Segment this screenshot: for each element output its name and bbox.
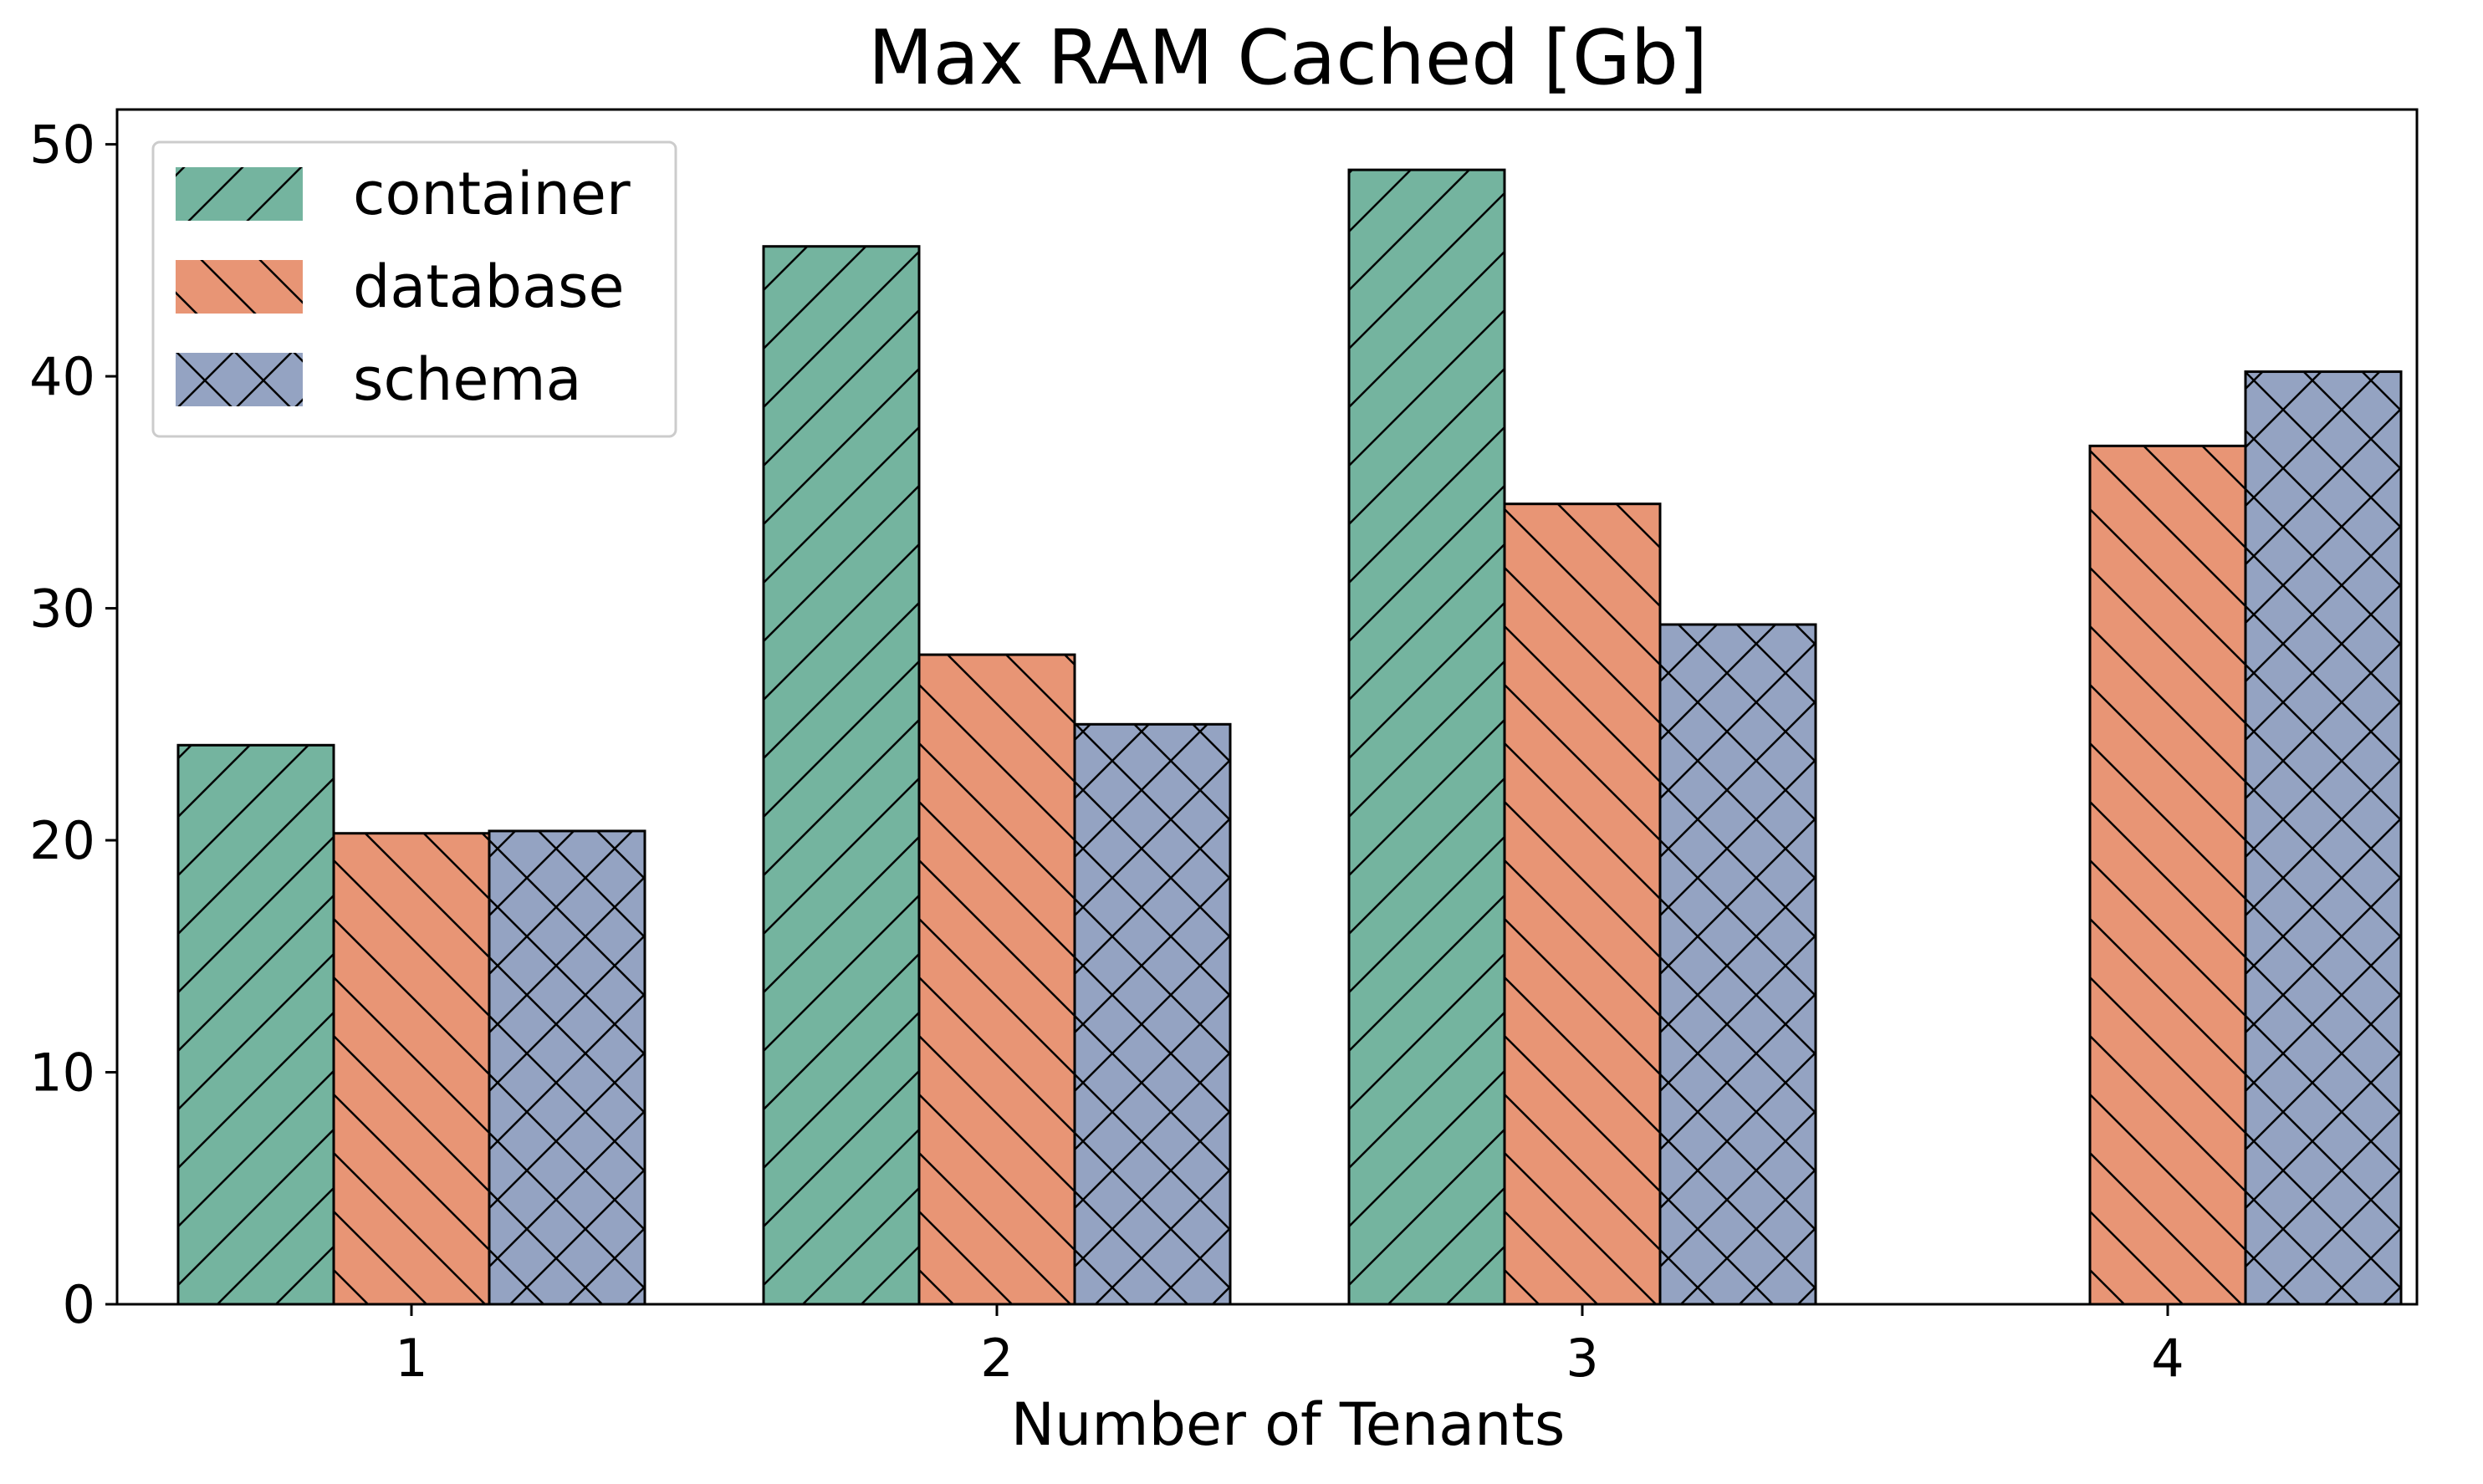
- legend-swatch-hatch-database: [176, 260, 303, 314]
- bar-hatch-database-1: [332, 832, 491, 1306]
- x-axis-label: Number of Tenants: [1011, 1390, 1566, 1459]
- bar-hatch-database-4: [2088, 444, 2247, 1306]
- legend-label-database: database: [353, 252, 625, 321]
- y-tick-label: 30: [29, 579, 95, 640]
- y-tick-label: 0: [63, 1274, 95, 1335]
- y-tick-label: 40: [29, 346, 95, 407]
- x-tick-label: 2: [980, 1328, 1013, 1389]
- bar-hatch-container-1: [176, 743, 335, 1306]
- bar-hatch-database-3: [1503, 502, 1662, 1306]
- y-tick-label: 10: [29, 1043, 95, 1104]
- bar-hatch-schema-3: [1658, 623, 1817, 1306]
- bar-hatch-schema-1: [488, 829, 646, 1306]
- legend-swatch-hatch-schema: [176, 353, 303, 406]
- x-tick-label: 3: [1566, 1328, 1598, 1389]
- legend-label-container: container: [353, 160, 631, 228]
- bars: [176, 168, 2403, 1306]
- y-tick-label: 20: [29, 810, 95, 871]
- x-tick-label: 1: [395, 1328, 427, 1389]
- legend-swatch-hatch-container: [176, 167, 303, 221]
- x-axis: 1 2 3 4: [395, 1304, 2184, 1389]
- chart-title: Max RAM Cached [Gb]: [868, 14, 1708, 102]
- bar-hatch-schema-4: [2244, 370, 2403, 1306]
- bar-hatch-database-2: [917, 653, 1076, 1306]
- legend: container database schema: [151, 140, 677, 438]
- legend-label-schema: schema: [353, 345, 581, 414]
- bar-hatch-container-2: [762, 245, 921, 1306]
- y-axis: 0 10 20 30 40 50: [29, 115, 117, 1335]
- x-tick-label: 4: [2151, 1328, 2184, 1389]
- bar-hatch-schema-2: [1073, 722, 1232, 1306]
- y-tick-label: 50: [29, 115, 95, 176]
- plot-frame: [115, 108, 2419, 1306]
- bar-hatch-container-3: [1347, 168, 1506, 1306]
